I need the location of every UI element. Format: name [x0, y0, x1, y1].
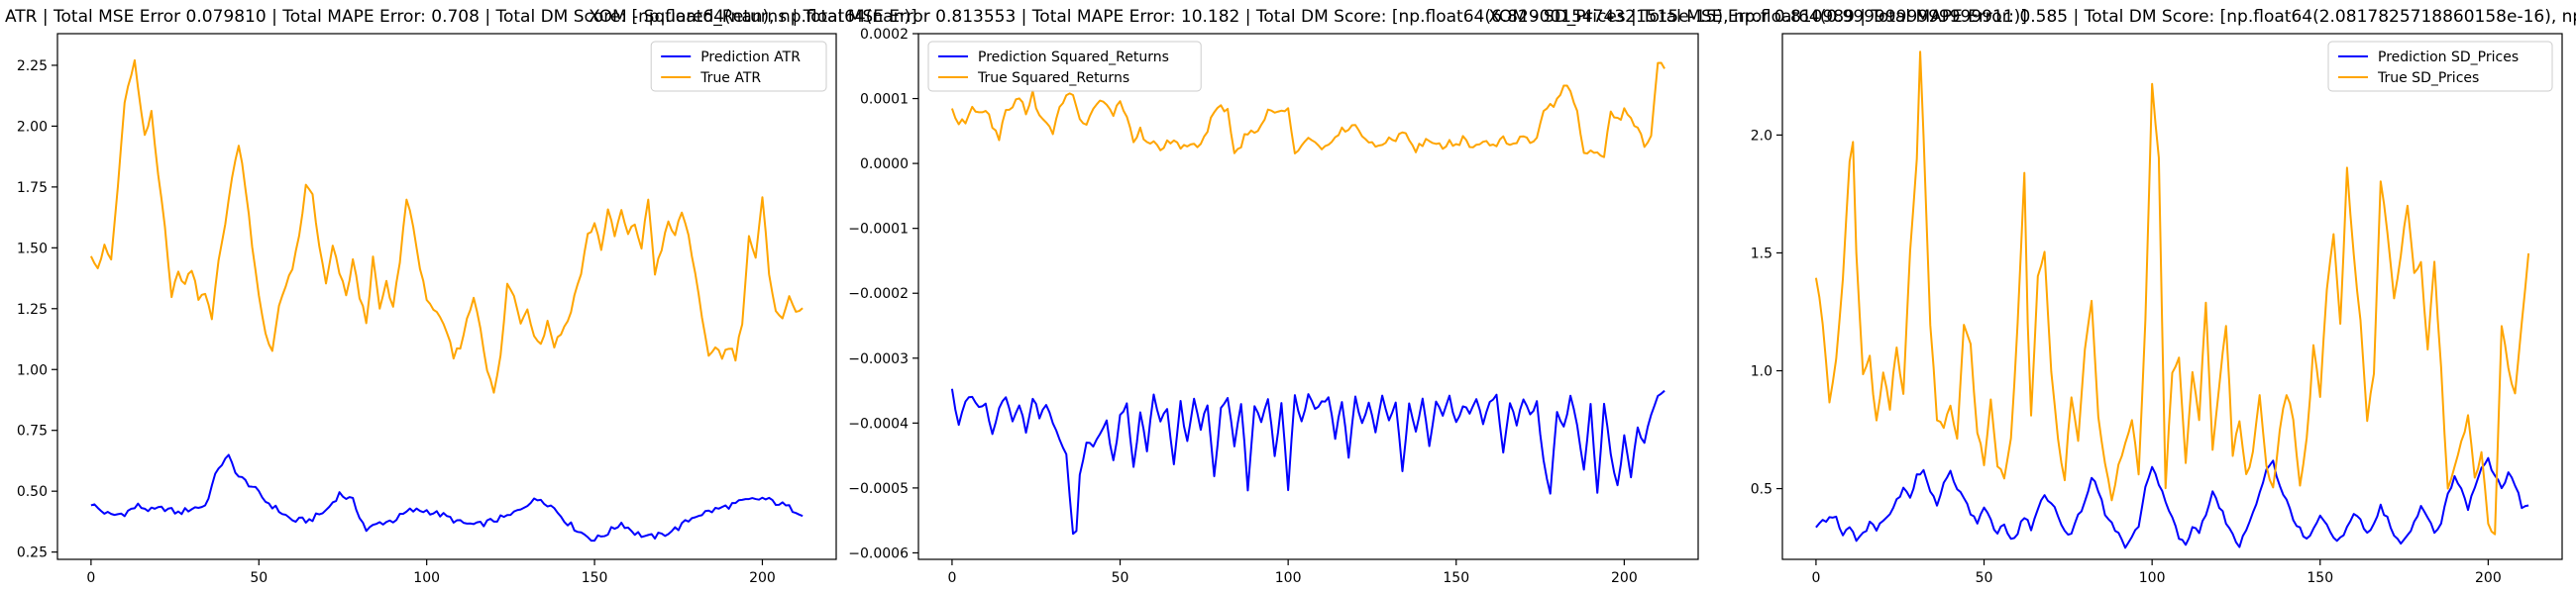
- legend-label: True Squared_Returns: [977, 70, 1129, 86]
- chart-title: XOM - SD_Prices | Total MSE Error 0.8109…: [1488, 7, 2576, 27]
- x-tick-label: 100: [413, 570, 440, 586]
- x-tick-label: 50: [250, 570, 268, 586]
- x-tick-label: 200: [2475, 570, 2502, 586]
- series-line-true: [89, 58, 804, 394]
- legend-label: True ATR: [699, 70, 761, 86]
- series-line-prediction: [90, 453, 804, 543]
- y-tick-label: −0.0006: [848, 545, 909, 561]
- x-tick-label: 50: [1976, 570, 1993, 586]
- x-tick-label: 150: [2307, 570, 2333, 586]
- x-tick-label: 0: [947, 570, 956, 586]
- chart-title: V - ATR | Total MSE Error 0.079810 | Tot…: [0, 7, 917, 27]
- y-tick-label: 1.0: [1751, 364, 1772, 380]
- legend-label: Prediction SD_Prices: [2378, 50, 2519, 65]
- series-line-true: [1814, 50, 2530, 536]
- x-tick-label: 200: [749, 570, 776, 586]
- x-tick-label: 100: [1275, 570, 1302, 586]
- x-tick-label: 200: [1611, 570, 1638, 586]
- series-line-true: [950, 61, 1665, 158]
- y-tick-label: 1.75: [17, 180, 48, 196]
- y-tick-label: 2.0: [1751, 128, 1772, 144]
- chart-title: XOM - Squared_Returns | Total MSE Error …: [589, 7, 2027, 27]
- legend-label: Prediction Squared_Returns: [978, 50, 1169, 65]
- axes-frame: [1781, 33, 2563, 560]
- x-tick-label: 150: [1443, 570, 1469, 586]
- y-tick-label: −0.0001: [848, 222, 909, 238]
- y-tick-label: 1.25: [17, 302, 48, 318]
- legend-label: True SD_Prices: [2377, 70, 2479, 86]
- y-tick-label: 2.25: [17, 58, 48, 74]
- y-tick-label: −0.0005: [848, 481, 909, 497]
- y-tick-label: 0.50: [17, 484, 48, 500]
- y-tick-label: 0.75: [17, 424, 48, 440]
- chart-panel-3: XOM - SD_Prices | Total MSE Error 0.8109…: [1488, 7, 2576, 586]
- y-tick-label: 0.0000: [860, 156, 909, 172]
- legend-box: [650, 41, 827, 92]
- y-tick-label: 1.50: [17, 241, 48, 256]
- y-tick-label: 0.5: [1751, 482, 1772, 498]
- legend-box: [927, 41, 1202, 92]
- y-tick-label: 1.00: [17, 362, 48, 378]
- chart-panel-1: V - ATR | Total MSE Error 0.079810 | Tot…: [0, 7, 917, 586]
- y-tick-label: 0.0001: [860, 92, 909, 108]
- legend: Prediction Squared_Returns True Squared_R…: [927, 41, 1202, 92]
- y-tick-label: −0.0003: [848, 351, 909, 367]
- y-tick-label: 2.00: [17, 119, 48, 135]
- y-tick-label: 0.0002: [860, 27, 909, 43]
- x-tick-label: 0: [1811, 570, 1820, 586]
- y-tick-label: −0.0004: [848, 416, 909, 432]
- x-tick-label: 50: [1112, 570, 1129, 586]
- x-tick-label: 150: [582, 570, 608, 586]
- legend: Prediction SD_Prices True SD_Prices: [2327, 41, 2553, 92]
- y-tick-label: 0.25: [17, 545, 48, 561]
- legend-box: [2327, 41, 2553, 92]
- y-tick-label: −0.0002: [848, 286, 909, 302]
- legend: Prediction ATR True ATR: [650, 41, 827, 92]
- chart-panel-2: XOM - Squared_Returns | Total MSE Error …: [589, 7, 2027, 586]
- x-tick-label: 0: [86, 570, 95, 586]
- y-tick-label: 1.5: [1751, 246, 1772, 261]
- series-line-prediction: [1815, 456, 2529, 549]
- x-tick-label: 100: [2139, 570, 2166, 586]
- axes-frame: [917, 33, 1699, 560]
- axes-frame: [56, 33, 837, 560]
- series-line-prediction: [950, 388, 1665, 536]
- legend-label: Prediction ATR: [700, 50, 801, 65]
